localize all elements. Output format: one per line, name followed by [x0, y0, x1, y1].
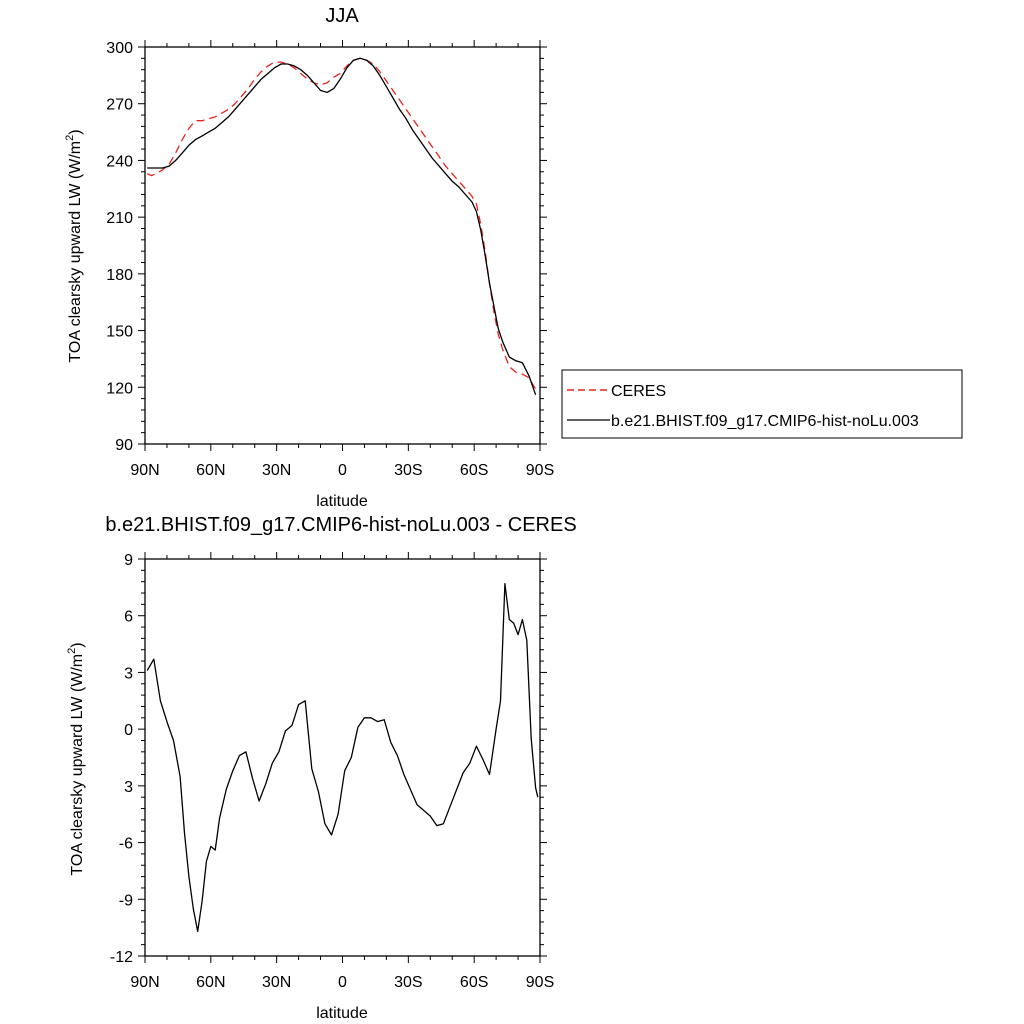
top-x-tick-label: 60S	[460, 462, 488, 479]
top-y-tick-label: 120	[106, 380, 133, 397]
top-panel: JJA 90 120 150 180 210 240 270 300 90N 60N 30N 0 30S…	[64, 5, 963, 510]
top-y-axis-title: TOA clearsky upward LW (W/m2)	[64, 129, 84, 362]
bottom-y-tick-label: 9	[124, 552, 133, 569]
top-axes: 90 120 150 180 210 240 270 300 90N 60N 30N 0 30S 60S 9…	[106, 40, 554, 479]
legend: CERES b.e21.BHIST.f09_g17.CMIP6-hist-noL…	[561, 369, 963, 439]
legend-model-label: b.e21.BHIST.f09_g17.CMIP6-hist-noLu.003	[611, 413, 919, 430]
top-y-tick-label: 180	[106, 267, 133, 284]
bottom-x-tick-label: 60N	[196, 974, 225, 991]
bottom-y-tick-label: 3	[124, 665, 133, 682]
bottom-y-tick-label: 0	[124, 722, 133, 739]
top-x-tick-label: 90N	[130, 462, 159, 479]
bottom-y-tick-label: 6	[124, 609, 133, 626]
legend-ceres-label: CERES	[611, 383, 666, 400]
bottom-y-tick-label: -12	[110, 949, 133, 966]
bottom-y-tick-label: 3	[124, 779, 133, 796]
top-plot-title: JJA	[325, 5, 359, 27]
top-y-tick-label: 150	[106, 324, 133, 341]
bottom-axes: -12 -9 -6 3 0 3 6 9 90N 60N 30N 0 30S 60S 90S	[110, 552, 554, 991]
top-x-tick-label: 30S	[394, 462, 422, 479]
bottom-x-tick-label: 30N	[262, 974, 291, 991]
top-x-tick-label: 30N	[262, 462, 291, 479]
bottom-x-axis-title: latitude	[316, 1005, 368, 1022]
top-x-tick-label: 0	[338, 462, 347, 479]
bottom-x-tick-label: 60S	[460, 974, 488, 991]
bottom-panel: b.e21.BHIST.f09_g17.CMIP6-hist-noLu.003 …	[66, 514, 577, 1022]
bottom-y-axis-title: TOA clearsky upward LW (W/m2)	[66, 642, 86, 875]
bottom-y-tick-label: -9	[119, 892, 133, 909]
top-y-tick-label: 240	[106, 153, 133, 170]
bottom-x-tick-label: 90N	[130, 974, 159, 991]
top-x-tick-label: 90S	[526, 462, 554, 479]
bottom-x-tick-label: 90S	[526, 974, 554, 991]
bottom-y-tick-label: -6	[119, 836, 133, 853]
top-plot-frame	[144, 46, 541, 445]
legend-box	[561, 369, 963, 439]
top-series-line-ceres	[146, 57, 537, 390]
top-y-tick-label: 270	[106, 97, 133, 114]
bottom-plot-series	[146, 582, 539, 933]
bottom-plot-title: b.e21.BHIST.f09_g17.CMIP6-hist-noLu.003 …	[105, 514, 576, 536]
top-series-line-b-e21-bhist-f09-g17-cmip6-hist-nolu-003	[147, 57, 537, 396]
top-x-tick-label: 60N	[196, 462, 225, 479]
top-y-tick-label: 210	[106, 210, 133, 227]
top-x-axis-title: latitude	[316, 493, 368, 510]
top-plot-series	[146, 57, 537, 396]
bottom-plot-frame	[144, 558, 541, 957]
bottom-x-tick-label: 0	[338, 974, 347, 991]
top-y-tick-label: 300	[106, 40, 133, 57]
bottom-series-line-difference	[146, 582, 539, 933]
bottom-x-tick-label: 30S	[394, 974, 422, 991]
top-y-tick-label: 90	[115, 437, 133, 454]
